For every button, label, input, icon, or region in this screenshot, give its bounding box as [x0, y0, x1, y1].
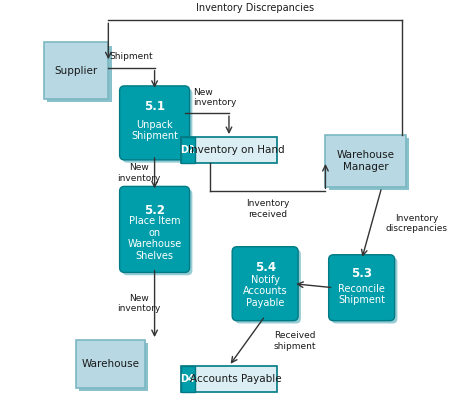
Text: New
inventory: New inventory [193, 88, 236, 107]
Text: Reconcile
Shipment: Reconcile Shipment [338, 284, 385, 305]
Text: Accounts Payable: Accounts Payable [191, 374, 282, 384]
Text: 5.1: 5.1 [144, 100, 165, 113]
Text: 5.2: 5.2 [144, 204, 165, 217]
FancyBboxPatch shape [328, 138, 409, 190]
FancyBboxPatch shape [181, 366, 277, 392]
Text: Inventory
discrepancies: Inventory discrepancies [386, 214, 448, 233]
FancyBboxPatch shape [181, 137, 195, 163]
FancyBboxPatch shape [119, 86, 190, 160]
FancyBboxPatch shape [181, 366, 195, 392]
Text: Notify
Accounts
Payable: Notify Accounts Payable [243, 275, 287, 308]
Text: Unpack
Shipment: Unpack Shipment [131, 120, 178, 141]
FancyBboxPatch shape [76, 340, 145, 388]
FancyBboxPatch shape [235, 249, 301, 324]
Text: D4: D4 [181, 374, 195, 384]
Text: New
inventory: New inventory [117, 294, 160, 313]
FancyBboxPatch shape [122, 89, 192, 163]
FancyBboxPatch shape [232, 247, 298, 321]
Text: Shipment: Shipment [109, 51, 153, 61]
FancyBboxPatch shape [44, 43, 109, 99]
FancyBboxPatch shape [326, 135, 406, 187]
FancyBboxPatch shape [328, 255, 394, 321]
Text: Inventory Discrepancies: Inventory Discrepancies [196, 3, 314, 13]
Text: New
inventory: New inventory [117, 164, 160, 183]
Text: Supplier: Supplier [55, 66, 98, 76]
FancyBboxPatch shape [119, 186, 190, 273]
FancyBboxPatch shape [122, 189, 192, 275]
Text: Received
shipment: Received shipment [273, 331, 316, 351]
FancyBboxPatch shape [331, 258, 397, 324]
Text: 5.3: 5.3 [351, 267, 372, 280]
Text: Warehouse
Manager: Warehouse Manager [337, 150, 395, 172]
Text: Warehouse: Warehouse [82, 359, 139, 369]
Text: 5.4: 5.4 [255, 261, 276, 274]
FancyBboxPatch shape [47, 46, 111, 102]
Text: Inventory on Hand: Inventory on Hand [188, 145, 284, 155]
Text: D2: D2 [181, 145, 195, 155]
FancyBboxPatch shape [181, 137, 277, 163]
Text: Place Item
on
Warehouse
Shelves: Place Item on Warehouse Shelves [128, 216, 182, 261]
FancyBboxPatch shape [80, 343, 148, 392]
Text: Inventory
received: Inventory received [246, 199, 289, 219]
